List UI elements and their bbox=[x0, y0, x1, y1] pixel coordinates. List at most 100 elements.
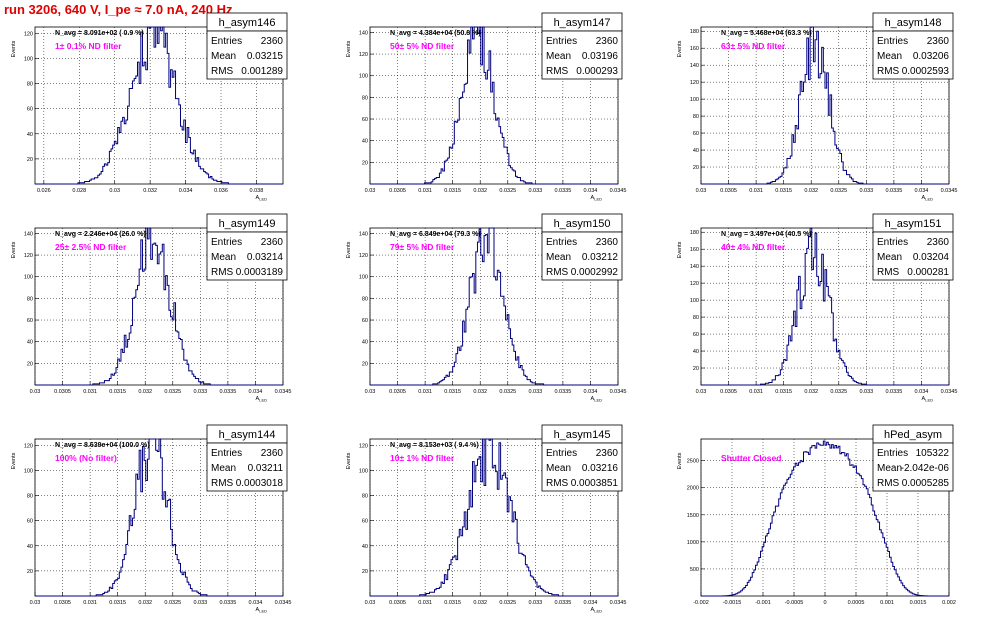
x-axis-title: ALED bbox=[256, 195, 268, 202]
y-tick-label: 100 bbox=[690, 298, 699, 304]
y-tick-label: 80 bbox=[27, 296, 33, 302]
y-tick-label: 100 bbox=[24, 468, 33, 474]
histogram-series bbox=[35, 438, 283, 597]
y-tick-label: 120 bbox=[359, 443, 368, 449]
y-tick-label: 120 bbox=[24, 31, 33, 37]
stat-value-rms: 0.0002992 bbox=[571, 267, 619, 278]
stat-value-entries: 2360 bbox=[261, 448, 284, 459]
y-tick-label: 40 bbox=[362, 139, 368, 145]
stat-label-entries: Entries bbox=[877, 237, 908, 248]
x-tick-label: 0.0315 bbox=[775, 188, 792, 194]
filter-label: 40± 4% ND filter bbox=[721, 242, 786, 252]
x-tick-label: 0.03 bbox=[30, 389, 41, 395]
stats-body-box bbox=[206, 442, 288, 492]
y-tick-label: 40 bbox=[27, 340, 33, 346]
x-tick-label: 0.03 bbox=[109, 188, 120, 194]
stat-value-entries: 2360 bbox=[596, 448, 619, 459]
histogram-name: h_asym147 bbox=[554, 17, 611, 29]
panel-h_asym151: 0.03 0.0305 0.031 0.0315 0.032 0.0325 0.033 0.0… bbox=[677, 213, 957, 403]
plot-frame bbox=[700, 227, 950, 386]
panel-h_asym144: 0.03 0.0305 0.031 0.0315 0.032 0.0325 0.033 0.0… bbox=[11, 424, 291, 614]
y-tick-label: 40 bbox=[27, 544, 33, 550]
navg-label: N_avg = 2.246e+04 (26.0 %) bbox=[55, 231, 146, 238]
x-tick-label: 0.0325 bbox=[499, 389, 516, 395]
x-tick-label: 0.03 bbox=[696, 389, 707, 395]
x-tick-label: 0.034 bbox=[179, 188, 193, 194]
stat-value-mean: 0.03196 bbox=[582, 51, 619, 62]
stat-value-rms: 0.0003018 bbox=[236, 478, 284, 489]
y-tick-label: 100 bbox=[24, 275, 33, 281]
x-tick-label: 0.033 bbox=[528, 188, 542, 194]
stat-label-entries: Entries bbox=[546, 448, 577, 459]
stat-value-rms: 0.0005285 bbox=[902, 478, 950, 489]
stat-label-rms: RMS bbox=[877, 267, 900, 278]
histogram-series bbox=[370, 438, 618, 597]
y-tick-label: 20 bbox=[693, 366, 699, 372]
stat-label-mean: Mean bbox=[211, 252, 236, 263]
y-tick-label: 100 bbox=[24, 56, 33, 62]
navg-label: N_avg = 8.091e+02 ( 0.9 %) bbox=[55, 30, 144, 37]
y-tick-label: 60 bbox=[27, 318, 33, 324]
stats-box: h_asym148 Entries 2360 Mean 0.03206 RMS 0.0002… bbox=[872, 12, 954, 80]
page-title: run 3206, 640 V, I_pe ≈ 7.0 nA, 240 Hz bbox=[4, 2, 233, 17]
x-tick-label: 0.031 bbox=[83, 389, 97, 395]
plot-frame bbox=[700, 26, 950, 185]
x-tick-label: 0.0345 bbox=[275, 389, 292, 395]
filter-label: 63± 5% ND filter bbox=[721, 41, 786, 51]
x-tick-label: 0.03 bbox=[696, 188, 707, 194]
x-tick-label: 0.034 bbox=[915, 389, 929, 395]
stat-label-rms: RMS bbox=[546, 267, 569, 278]
stat-value-rms: 0.001289 bbox=[241, 66, 283, 77]
y-tick-label: 40 bbox=[27, 132, 33, 138]
panel-h_asym145: 0.03 0.0305 0.031 0.0315 0.032 0.0325 0.033 0.0… bbox=[346, 424, 626, 614]
stat-value-mean: 0.03216 bbox=[582, 463, 619, 474]
y-tick-label: 100 bbox=[359, 468, 368, 474]
x-axis-subscript: LED bbox=[594, 398, 602, 403]
x-tick-label: 0.0005 bbox=[848, 600, 865, 606]
y-tick-label: 100 bbox=[359, 275, 368, 281]
x-tick-label: 0.0325 bbox=[499, 188, 516, 194]
y-tick-label: 40 bbox=[693, 349, 699, 355]
x-axis-title: ALED bbox=[256, 396, 268, 403]
x-tick-label: 0.033 bbox=[859, 389, 873, 395]
histogram-series bbox=[701, 440, 949, 597]
filter-label: 50± 5% ND filter bbox=[390, 41, 455, 51]
y-tick-label: 2500 bbox=[687, 459, 699, 465]
x-tick-label: 0.0305 bbox=[54, 389, 71, 395]
stat-value-entries: 2360 bbox=[596, 36, 619, 47]
stat-label-entries: Entries bbox=[546, 36, 577, 47]
y-tick-label: 120 bbox=[690, 281, 699, 287]
x-tick-label: 0.032 bbox=[138, 600, 152, 606]
stat-label-entries: Entries bbox=[877, 36, 908, 47]
stat-value-rms: 0.0003189 bbox=[236, 267, 284, 278]
x-tick-label: 0.0315 bbox=[109, 600, 126, 606]
x-tick-label: 0.0325 bbox=[830, 188, 847, 194]
stat-value-mean: 0.03204 bbox=[913, 252, 950, 263]
x-tick-label: 0.034 bbox=[584, 188, 598, 194]
plot-frame bbox=[700, 438, 950, 597]
stats-box: h_asym151 Entries 2360 Mean 0.03204 RMS 0.0002… bbox=[872, 213, 954, 281]
x-tick-label: 0.032 bbox=[473, 600, 487, 606]
y-tick-label: 160 bbox=[690, 247, 699, 253]
histogram-name: hPed_asym bbox=[884, 429, 942, 441]
x-axis-subscript: LED bbox=[259, 398, 267, 403]
x-axis-subscript: LED bbox=[594, 197, 602, 202]
stat-value-rms: 0.0003851 bbox=[571, 478, 619, 489]
x-tick-label: 0.0315 bbox=[444, 188, 461, 194]
stat-label-mean: Mean bbox=[211, 51, 236, 62]
x-tick-label: 0.03 bbox=[365, 600, 376, 606]
y-tick-label: 20 bbox=[27, 157, 33, 163]
stats-box: h_asym150 Entries 2360 Mean 0.03212 RMS 0.0002… bbox=[541, 213, 623, 281]
y-tick-label: 80 bbox=[27, 82, 33, 88]
y-axis-title: Events bbox=[346, 40, 352, 57]
panel-h_asym147: 0.03 0.0305 0.031 0.0315 0.032 0.0325 0.033 0.0… bbox=[346, 12, 626, 202]
x-axis-subscript: LED bbox=[594, 609, 602, 614]
x-tick-label: 0.0305 bbox=[720, 389, 737, 395]
stats-box: h_asym147 Entries 2360 Mean 0.03196 RMS 0.0002… bbox=[541, 12, 623, 80]
y-tick-label: 180 bbox=[690, 29, 699, 35]
stat-label-mean: Mean bbox=[546, 252, 571, 263]
y-tick-label: 20 bbox=[27, 569, 33, 575]
x-tick-label: 0.033 bbox=[193, 600, 207, 606]
stats-box: h_asym144 Entries 2360 Mean 0.03211 RMS 0.0003… bbox=[206, 424, 288, 492]
